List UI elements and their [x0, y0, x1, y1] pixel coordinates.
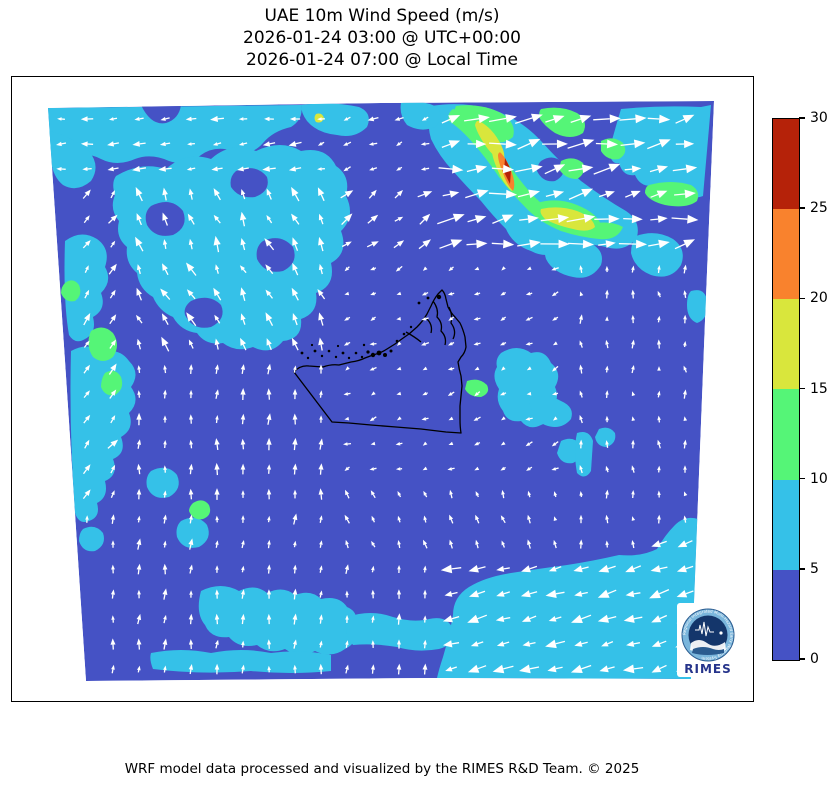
colorbar-tick-label: 10 — [810, 470, 828, 487]
figure-title: UAE 10m Wind Speed (m/s) 2026-01-24 03:0… — [0, 5, 764, 71]
colorbar-tick-label: 20 — [810, 290, 828, 307]
colorbar-tick-label: 25 — [810, 200, 828, 217]
colorbar-tick-label: 0 — [810, 651, 819, 667]
caption: WRF model data processed and visualized … — [124, 761, 640, 777]
title-line-local-time: 2026-01-24 07:00 @ Local Time — [245, 50, 519, 70]
logo-wordmark: RIMES — [684, 662, 732, 676]
colorbar-segment — [773, 119, 799, 210]
windfield-holes — [141, 105, 564, 328]
title-line-variable: UAE 10m Wind Speed (m/s) — [264, 6, 500, 26]
logo-wave-dark — [692, 647, 724, 655]
logo-seismogram — [695, 621, 714, 637]
wind-map — [48, 101, 714, 681]
colorbar-segment — [773, 209, 799, 300]
colorbar-tick-label: 30 — [810, 110, 828, 126]
title-line-utc-time: 2026-01-24 03:00 @ UTC+00:00 — [243, 28, 521, 48]
colorbar-segment — [773, 479, 799, 570]
uae-country-outline — [293, 289, 467, 434]
logo-sun — [719, 631, 723, 635]
rimes-logo: Regional Integrated Multi-Hazard Early W… — [677, 603, 739, 677]
map-axes: Regional Integrated Multi-Hazard Early W… — [11, 76, 754, 702]
colorbar-tick-label: 5 — [810, 560, 819, 577]
colorbar — [772, 118, 800, 661]
colorbar-segment — [773, 299, 799, 390]
uae-islands-dots — [300, 294, 442, 360]
colorbar-tick-label: 15 — [810, 380, 828, 397]
colorbar-segment — [773, 569, 799, 660]
colorbar-segment — [773, 389, 799, 480]
